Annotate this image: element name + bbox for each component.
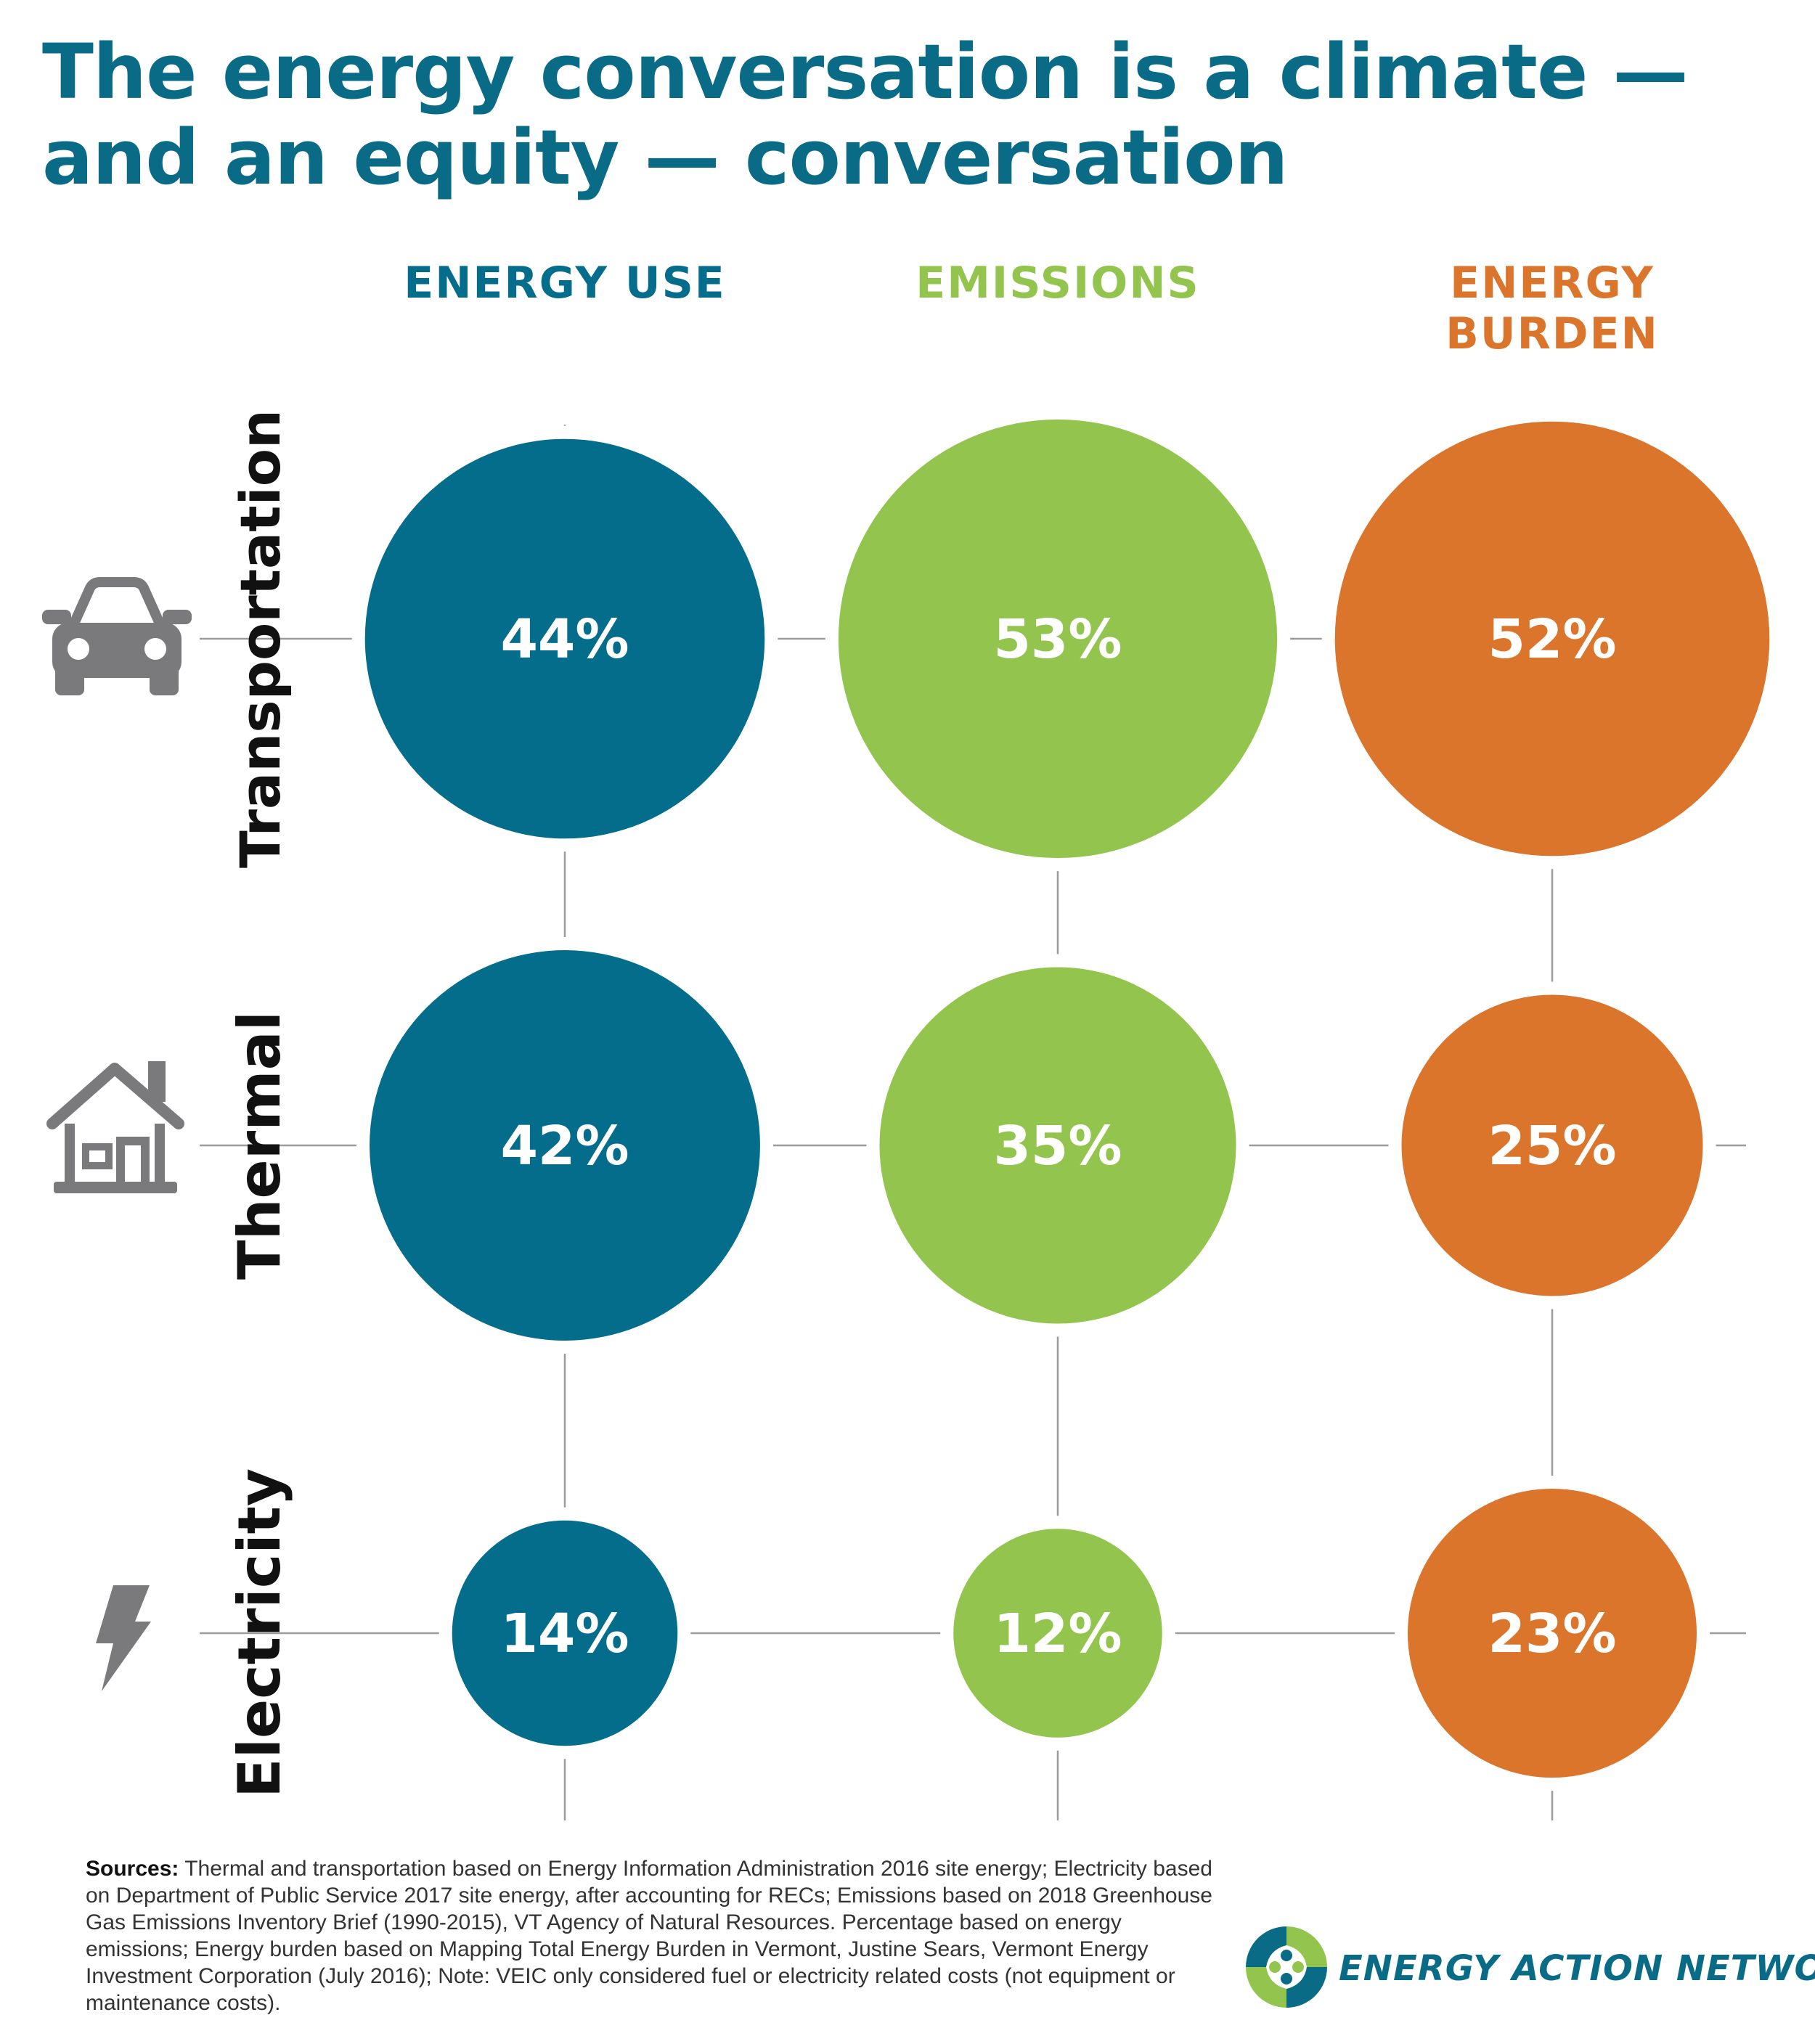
row-label-transportation: Transportation [228, 409, 293, 868]
bubble-thermal-emissions [879, 967, 1236, 1324]
bubble-label: 12% [993, 1603, 1122, 1665]
energy-action-network-logo: ENERGY ACTION NETWORK [1243, 1924, 1815, 2011]
column-header-energy-burden: ENERGY [1450, 258, 1655, 308]
row-icons [42, 577, 192, 1691]
bubble-thermal-energy-burden [1401, 994, 1703, 1296]
title-line-2: and an equity — conversation [42, 113, 1289, 202]
sources-text: Thermal and transportation based on Ener… [86, 1857, 1212, 2015]
bubble-transportation-energy-burden [1334, 421, 1770, 857]
sources-label: Sources: [86, 1857, 179, 1881]
column-header-energy-burden: BURDEN [1445, 308, 1659, 359]
bubble-label: 53% [993, 608, 1122, 671]
car-icon [42, 577, 192, 695]
column-header-energy-use: ENERGY USE [404, 258, 726, 308]
column-header-emissions: EMISSIONS [915, 258, 1200, 308]
house-icon [46, 1061, 184, 1193]
bubble-electricity-energy-burden [1407, 1488, 1697, 1778]
bubble-label: 52% [1488, 608, 1616, 671]
bubble-transportation-energy-use [364, 438, 765, 839]
row-labels: Transportation Thermal Electricity [226, 409, 293, 1798]
page-title: The energy conversation is a climate — a… [42, 29, 1799, 200]
bubble-label: 35% [993, 1115, 1122, 1177]
bubble-transportation-emissions [838, 419, 1278, 859]
bubble-label: 44% [500, 608, 629, 671]
bubble-label: 23% [1488, 1603, 1616, 1665]
lightning-bolt-icon [96, 1585, 151, 1691]
row-label-thermal: Thermal [226, 1011, 293, 1280]
title-line-1: The energy conversation is a climate — [42, 28, 1689, 116]
bubble-label: 42% [500, 1115, 629, 1177]
pinwheel-logo-icon [1246, 1926, 1327, 2008]
bubble-label: 14% [500, 1603, 629, 1665]
bubble-electricity-emissions [953, 1529, 1162, 1738]
sources-note: Sources: Thermal and transportation base… [86, 1855, 1218, 2016]
grid-lines [200, 425, 1746, 1820]
bubble-labels: 44% 53% 52% 42% 35% 25% 14% 12% 23% [500, 608, 1616, 1665]
logo-text: ENERGY ACTION NETWORK [1339, 1948, 1815, 1989]
bubble-electricity-energy-use [452, 1520, 678, 1746]
bubbles [364, 419, 1770, 1778]
row-label-electricity: Electricity [226, 1468, 293, 1798]
bubble-label: 25% [1488, 1115, 1616, 1177]
bubble-thermal-energy-use [370, 950, 760, 1341]
